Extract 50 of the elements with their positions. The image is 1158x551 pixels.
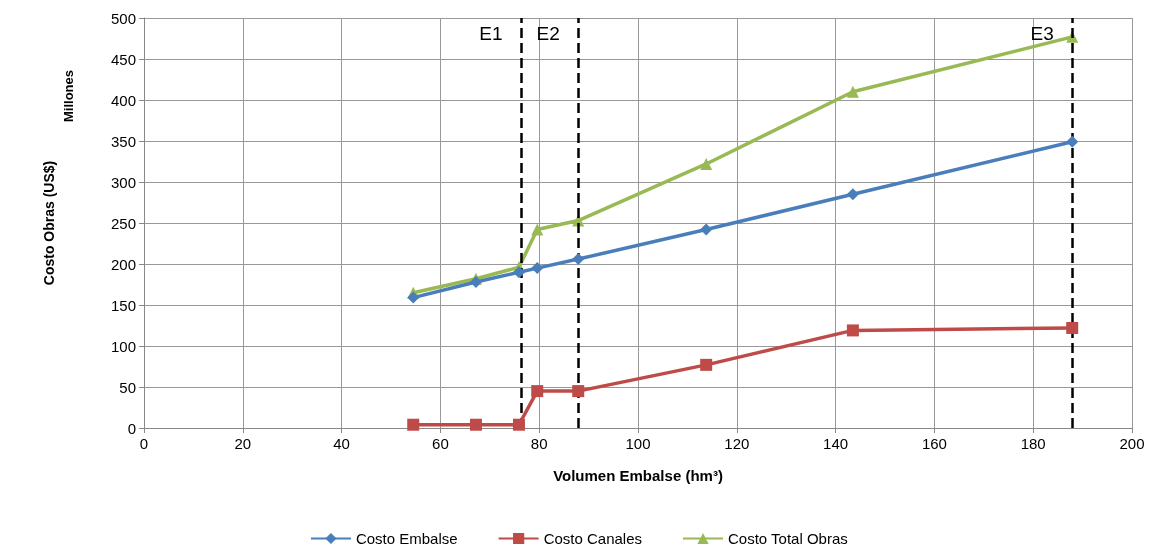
x-tick-label: 140 — [823, 435, 849, 452]
point — [407, 418, 420, 431]
point — [572, 253, 585, 266]
point — [700, 358, 713, 371]
ref-line-label: E1 — [479, 23, 503, 44]
y-axis-title: Costo Obras (US$) — [41, 160, 57, 286]
legend-label: Costo Total Obras — [728, 530, 848, 547]
point — [846, 324, 859, 337]
x-tick-label: 80 — [530, 435, 548, 452]
x-tick-label: 100 — [625, 435, 651, 452]
ref-line-label: E3 — [1030, 23, 1054, 44]
ref-line-label: E2 — [536, 23, 560, 44]
legend-label: Costo Canales — [543, 530, 643, 547]
point — [1066, 135, 1079, 148]
y-tick-label: 50 — [119, 378, 136, 396]
x-axis-title: Volumen Embalse (hm³) — [553, 467, 723, 484]
point — [512, 418, 525, 431]
point — [531, 262, 544, 275]
point — [407, 291, 420, 304]
y-tick-label: 500 — [110, 9, 136, 27]
point — [1066, 321, 1079, 334]
point — [572, 385, 585, 398]
x-tick-label: 160 — [921, 435, 947, 452]
text: Millones — [61, 69, 76, 123]
y-tick-label: 250 — [110, 214, 136, 232]
point — [531, 223, 544, 236]
point — [700, 223, 713, 236]
y-tick-label: 400 — [110, 91, 136, 109]
point — [469, 276, 482, 289]
x-tick-label: 20 — [234, 435, 252, 452]
y-tick-label: 0 — [127, 419, 136, 437]
y-tick-label: 450 — [110, 50, 136, 68]
y-tick-label: 200 — [110, 255, 136, 273]
x-tick-label: 40 — [333, 435, 350, 452]
y-tick-label: 150 — [110, 296, 136, 314]
y-tick-label: 100 — [110, 337, 136, 355]
y-tick-label: 350 — [110, 132, 136, 150]
x-tick-label: 180 — [1020, 435, 1046, 452]
y-tick-label: 300 — [110, 173, 136, 191]
x-tick-label: 120 — [724, 435, 750, 452]
point — [846, 188, 859, 201]
point — [512, 266, 525, 279]
point — [846, 85, 859, 98]
x-tick-label: 0 — [139, 435, 149, 452]
x-tick-label: 200 — [1119, 435, 1145, 452]
point — [700, 157, 713, 170]
point — [531, 385, 544, 398]
legend-label: Costo Embalse — [355, 530, 458, 547]
point — [469, 418, 482, 431]
x-tick-label: 60 — [432, 435, 449, 452]
